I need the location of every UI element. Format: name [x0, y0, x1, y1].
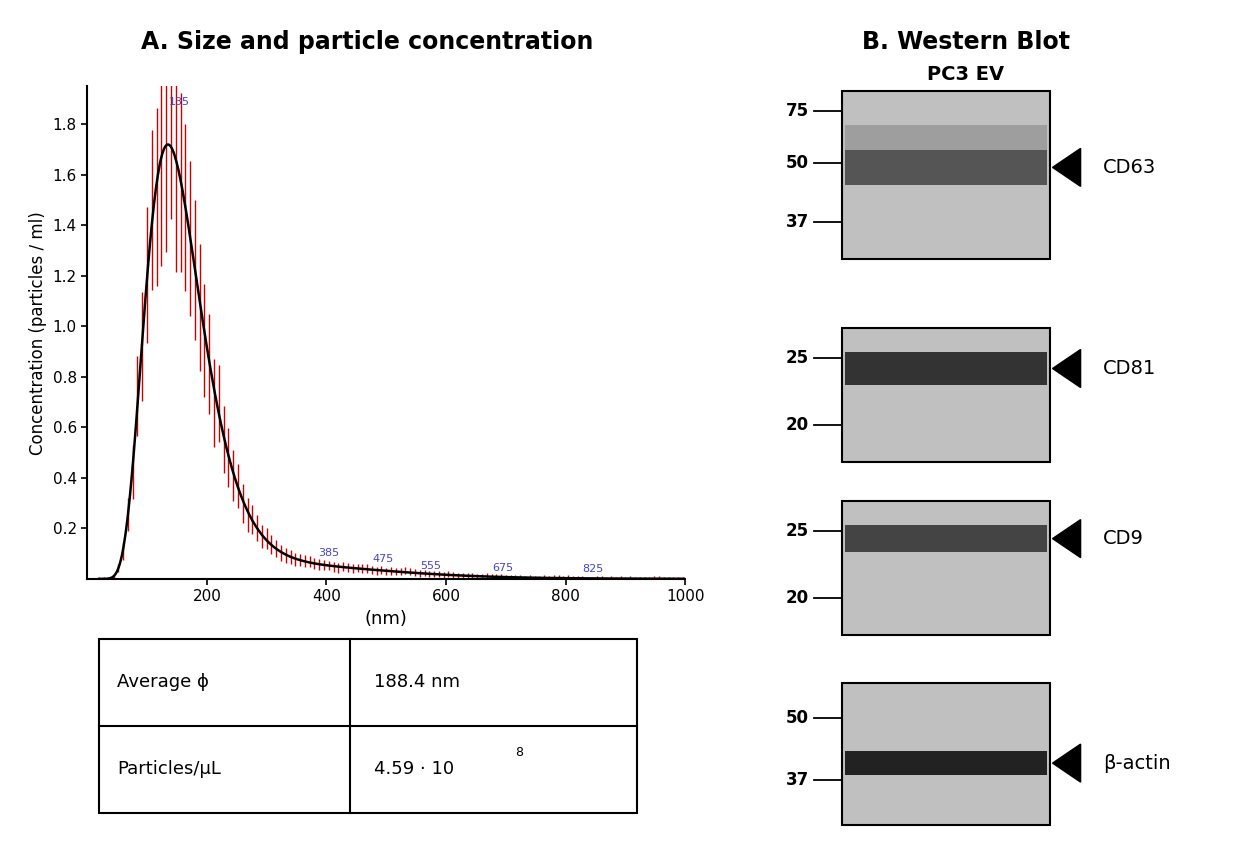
Text: 20: 20	[785, 416, 809, 434]
Text: PC3 EV: PC3 EV	[927, 65, 1004, 84]
Text: 25: 25	[785, 349, 809, 367]
Bar	[842, 91, 1049, 259]
Text: CD9: CD9	[1103, 529, 1144, 548]
Bar	[845, 149, 1047, 185]
Text: β-actin: β-actin	[1103, 753, 1171, 772]
Bar	[845, 353, 1047, 384]
X-axis label: (nm): (nm)	[365, 610, 407, 628]
Text: 4.59 · 10: 4.59 · 10	[374, 760, 455, 778]
Text: A. Size and particle concentration: A. Size and particle concentration	[141, 30, 594, 54]
Text: B. Western Blot: B. Western Blot	[862, 30, 1069, 54]
Text: 135: 135	[169, 97, 191, 106]
Polygon shape	[1053, 149, 1080, 187]
Text: 75: 75	[785, 102, 809, 120]
Text: Particles/μL: Particles/μL	[117, 760, 221, 778]
Bar	[845, 125, 1047, 168]
Bar	[842, 683, 1049, 825]
Text: 37: 37	[785, 771, 809, 789]
Text: 475: 475	[373, 554, 394, 564]
Text: 37: 37	[785, 213, 809, 232]
Polygon shape	[1053, 519, 1080, 557]
Bar	[100, 638, 638, 813]
Text: 555: 555	[420, 561, 441, 571]
Text: 50: 50	[786, 709, 809, 727]
Text: 25: 25	[785, 522, 809, 540]
Bar	[845, 751, 1047, 775]
Text: CD63: CD63	[1103, 158, 1156, 177]
Text: Average ϕ: Average ϕ	[117, 673, 209, 691]
Bar	[842, 501, 1049, 635]
Bar	[845, 525, 1047, 552]
Text: 825: 825	[582, 564, 603, 575]
Text: 675: 675	[492, 563, 513, 574]
Bar	[842, 328, 1049, 462]
Text: 8: 8	[515, 746, 523, 759]
Y-axis label: Concentration (particles / ml): Concentration (particles / ml)	[29, 211, 47, 454]
Polygon shape	[1053, 744, 1080, 782]
Text: 385: 385	[319, 548, 340, 558]
Text: 188.4 nm: 188.4 nm	[374, 673, 460, 691]
Text: 50: 50	[786, 154, 809, 172]
Polygon shape	[1053, 349, 1080, 387]
Text: CD81: CD81	[1103, 359, 1156, 378]
Text: 20: 20	[785, 588, 809, 607]
